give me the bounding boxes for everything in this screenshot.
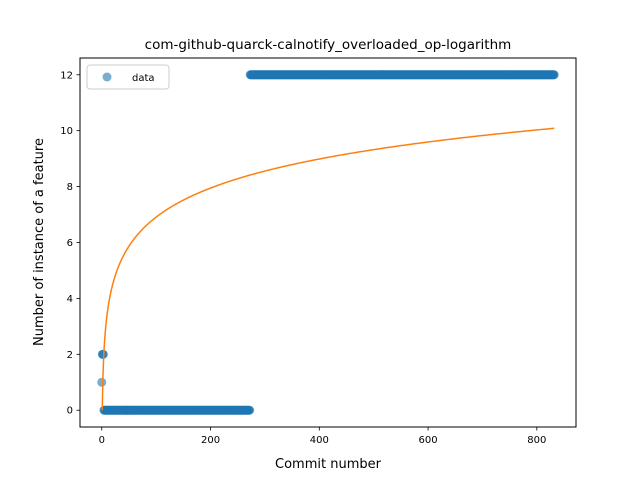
y-tick-label: 0 — [67, 406, 73, 417]
y-tick-label: 10 — [60, 126, 73, 137]
x-tick-label: 400 — [310, 435, 329, 446]
x-tick-label: 600 — [419, 435, 438, 446]
x-axis: 0 200 400 600 800 — [99, 427, 546, 446]
data-point — [245, 405, 255, 415]
legend-box — [86, 64, 170, 90]
x-tick-label: 0 — [99, 435, 105, 446]
y-tick-label: 12 — [60, 70, 73, 81]
chart-title: com-github-quarck-calnotify_overloaded_o… — [145, 37, 512, 53]
plot-area — [97, 70, 559, 415]
y-tick-label: 4 — [67, 294, 73, 305]
data-point — [97, 377, 107, 387]
data-points — [97, 70, 559, 415]
x-tick-label: 800 — [527, 435, 546, 446]
y-axis-label: Number of instance of a feature — [32, 138, 47, 346]
legend-label: data — [132, 73, 155, 84]
y-axis: 0 2 4 6 8 10 12 — [60, 70, 80, 417]
x-axis-label: Commit number — [275, 457, 382, 472]
x-tick-label: 200 — [201, 435, 220, 446]
data-point — [549, 70, 559, 80]
y-tick-label: 2 — [67, 350, 73, 361]
y-tick-label: 8 — [67, 182, 73, 193]
fit-line — [101, 127, 555, 411]
legend-marker — [102, 72, 112, 82]
y-tick-label: 6 — [67, 238, 73, 249]
legend: data — [86, 64, 170, 90]
